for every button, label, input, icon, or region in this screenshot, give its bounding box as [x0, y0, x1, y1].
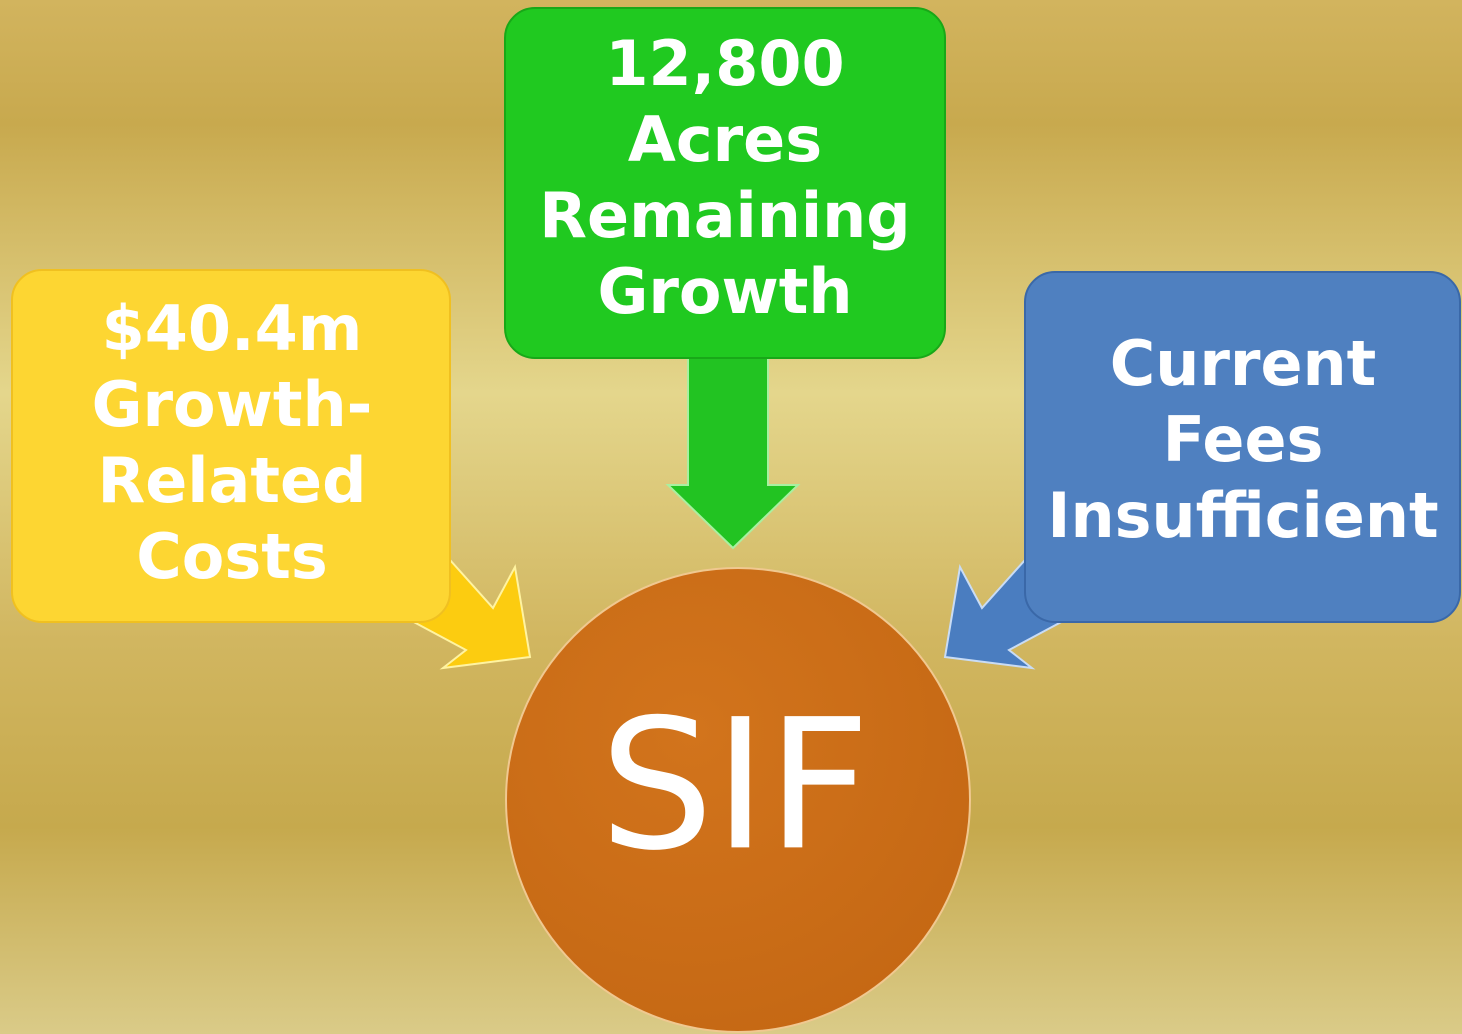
node-label: Costs: [136, 520, 328, 593]
center-circle: [505, 567, 971, 1033]
arrow: [665, 357, 801, 550]
node-label: Growth: [597, 255, 852, 328]
center-label: SIF: [600, 681, 871, 890]
node-box: [1024, 271, 1461, 623]
node-box: [504, 7, 946, 359]
node-label: Related: [98, 444, 367, 517]
node-label: Current: [1110, 327, 1377, 400]
node-label: Acres: [628, 103, 822, 176]
node-label: Growth-: [92, 368, 373, 441]
node-label: Remaining: [539, 179, 910, 252]
node-label: Fees: [1163, 403, 1324, 476]
node-label: Insufficient: [1047, 479, 1438, 552]
node-label: 12,800: [605, 27, 844, 100]
node-box: [11, 269, 451, 623]
node-label: $40.4m: [102, 292, 363, 365]
